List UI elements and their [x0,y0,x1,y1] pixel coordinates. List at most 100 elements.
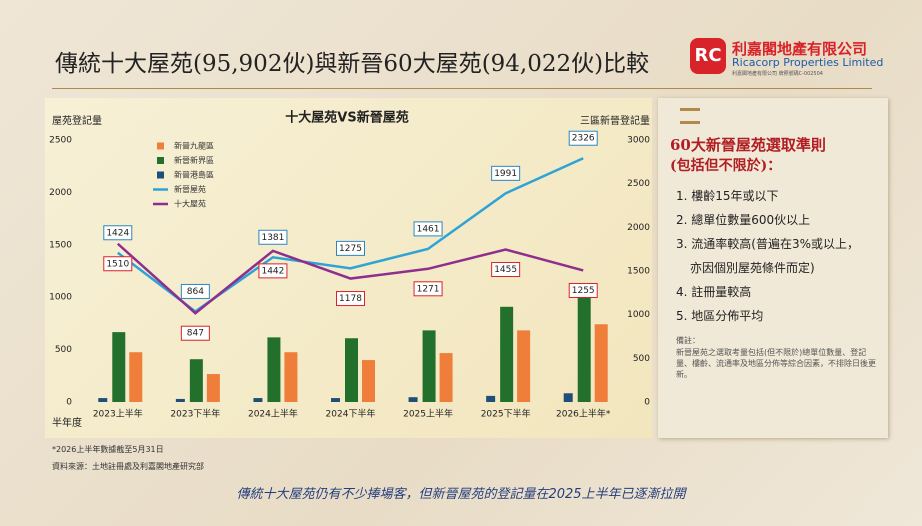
data-label: 1424 [106,228,129,238]
criteria-item: 1. 樓齡15年或以下 [676,189,779,203]
data-label: 864 [187,287,204,297]
data-label: 1275 [339,244,362,254]
y2-tick-label: 500 [633,354,650,364]
logo: RC [690,38,726,74]
line [117,157,584,313]
y-tick-label: 500 [55,345,72,355]
y2-tick-label: 0 [644,398,650,408]
bar [500,306,514,402]
legend-label: 新晉九龍區 [174,141,214,151]
bar [439,353,453,402]
y2-axis-label: 三區新晉登記量 [580,114,650,127]
x-tick-label: 2024下半年 [326,408,376,420]
bar [345,338,358,402]
bar [517,330,531,402]
data-label: 847 [187,329,204,339]
side-icon [680,108,700,124]
data-label: 1455 [494,265,517,275]
x-tick-label: 2024上半年 [248,408,298,420]
bar [267,337,281,402]
y2-tick-label: 2000 [627,223,650,233]
legend-label: 新晉屋苑 [174,184,206,194]
criteria-item: 4. 註冊量較高 [676,285,752,299]
side-subtitle: (包括但不限於)： [670,158,782,174]
license: 利嘉閣地產有限公司 牌照號碼C-002504 [732,71,823,77]
data-label: 1510 [106,259,129,269]
caption: 傳統十大屋苑仍有不少捧場客，但新晉屋苑的登記量在2025上半年已逐漸拉開 [236,487,686,502]
y2-tick-label: 1500 [627,267,650,277]
chart-title: 十大屋苑VS新晉屋苑 [285,110,408,126]
x-tick-label: 2025下半年 [481,408,531,420]
legend-label: 新晉港島區 [174,170,214,180]
bar [112,332,126,402]
bar [253,398,263,402]
y-tick-label: 2500 [49,136,72,146]
bar [284,352,298,402]
x-tick-label: 2025上半年 [403,408,453,420]
y2-tick-label: 3000 [627,136,650,146]
page-title: 傳統十大屋苑(95,902伙)與新晉60大屋苑(94,022伙)比較 [55,51,650,77]
side-title: 60大新晉屋苑選取準則 [670,136,826,154]
label-box [258,229,288,245]
label-box [491,262,521,278]
label-box [336,291,365,307]
title-rule [52,88,872,89]
bar [577,288,591,402]
note: 新晉屋苑之選取考量包括(但不限於)總單位數量、登記量、樓齡、流通率及地區分佈等綜… [676,348,876,379]
label-box [413,221,443,237]
y-tick-label: 0 [66,398,72,408]
footnote: *2026上半年數據截至5月31日 [52,445,164,454]
data-label: 1381 [261,233,284,243]
x-tick-label: 2023上半年 [93,408,143,420]
data-label: 1271 [417,284,440,294]
x-tick-label: 2026上半年* [556,408,611,420]
bar [189,359,203,402]
x-tick-label: 2023下半年 [170,408,220,420]
legend-swatch [157,171,164,179]
data-label: 2326 [572,134,595,144]
company-zh: 利嘉閣地產有限公司 [732,40,868,58]
bar [563,393,573,402]
criteria-item: 亦因個別屋苑條件而定) [690,261,815,275]
bar [486,395,496,402]
data-label: 1991 [494,169,517,179]
data-label: 1178 [339,294,362,304]
bar [408,397,418,402]
y-tick-label: 1500 [49,240,72,250]
y-tick-label: 1000 [49,293,72,303]
label-box [491,165,521,181]
label-box [258,263,288,279]
bar [98,398,108,402]
y-axis-label: 屋苑登記量 [52,114,102,127]
label-box [103,225,133,241]
data-label: 1442 [261,266,284,276]
data-label: 1461 [417,224,440,234]
y2-tick-label: 1000 [627,310,650,320]
bar [362,360,375,402]
criteria-list: 1. 樓齡15年或以下 2. 總單位數量600伙以上 3. 流通率較高(普遍在3%或… [676,184,859,328]
label-box [413,281,443,297]
bar [331,398,340,402]
legend-label: 新晉新界區 [174,155,214,165]
y-tick-label: 2000 [49,188,72,198]
bar [175,398,185,402]
x-axis-label: 半年度 [52,416,82,429]
bar [594,324,608,402]
bar [206,374,220,402]
label-box [336,240,365,256]
criteria-item: 3. 流通率較高(普遍在3%或以上， [676,237,859,251]
criteria-item: 2. 總單位數量600伙以上 [676,213,811,227]
note-title: 備註： [676,336,700,345]
side-panel [658,98,888,438]
label-box [180,325,210,341]
label-box [103,256,133,272]
legend-swatch [157,157,164,164]
bar [129,352,143,402]
label-box [568,130,598,146]
label-box [180,283,210,299]
legend-label: 十大屋苑 [174,199,206,209]
line [116,242,584,315]
y2-tick-label: 2500 [627,179,650,189]
